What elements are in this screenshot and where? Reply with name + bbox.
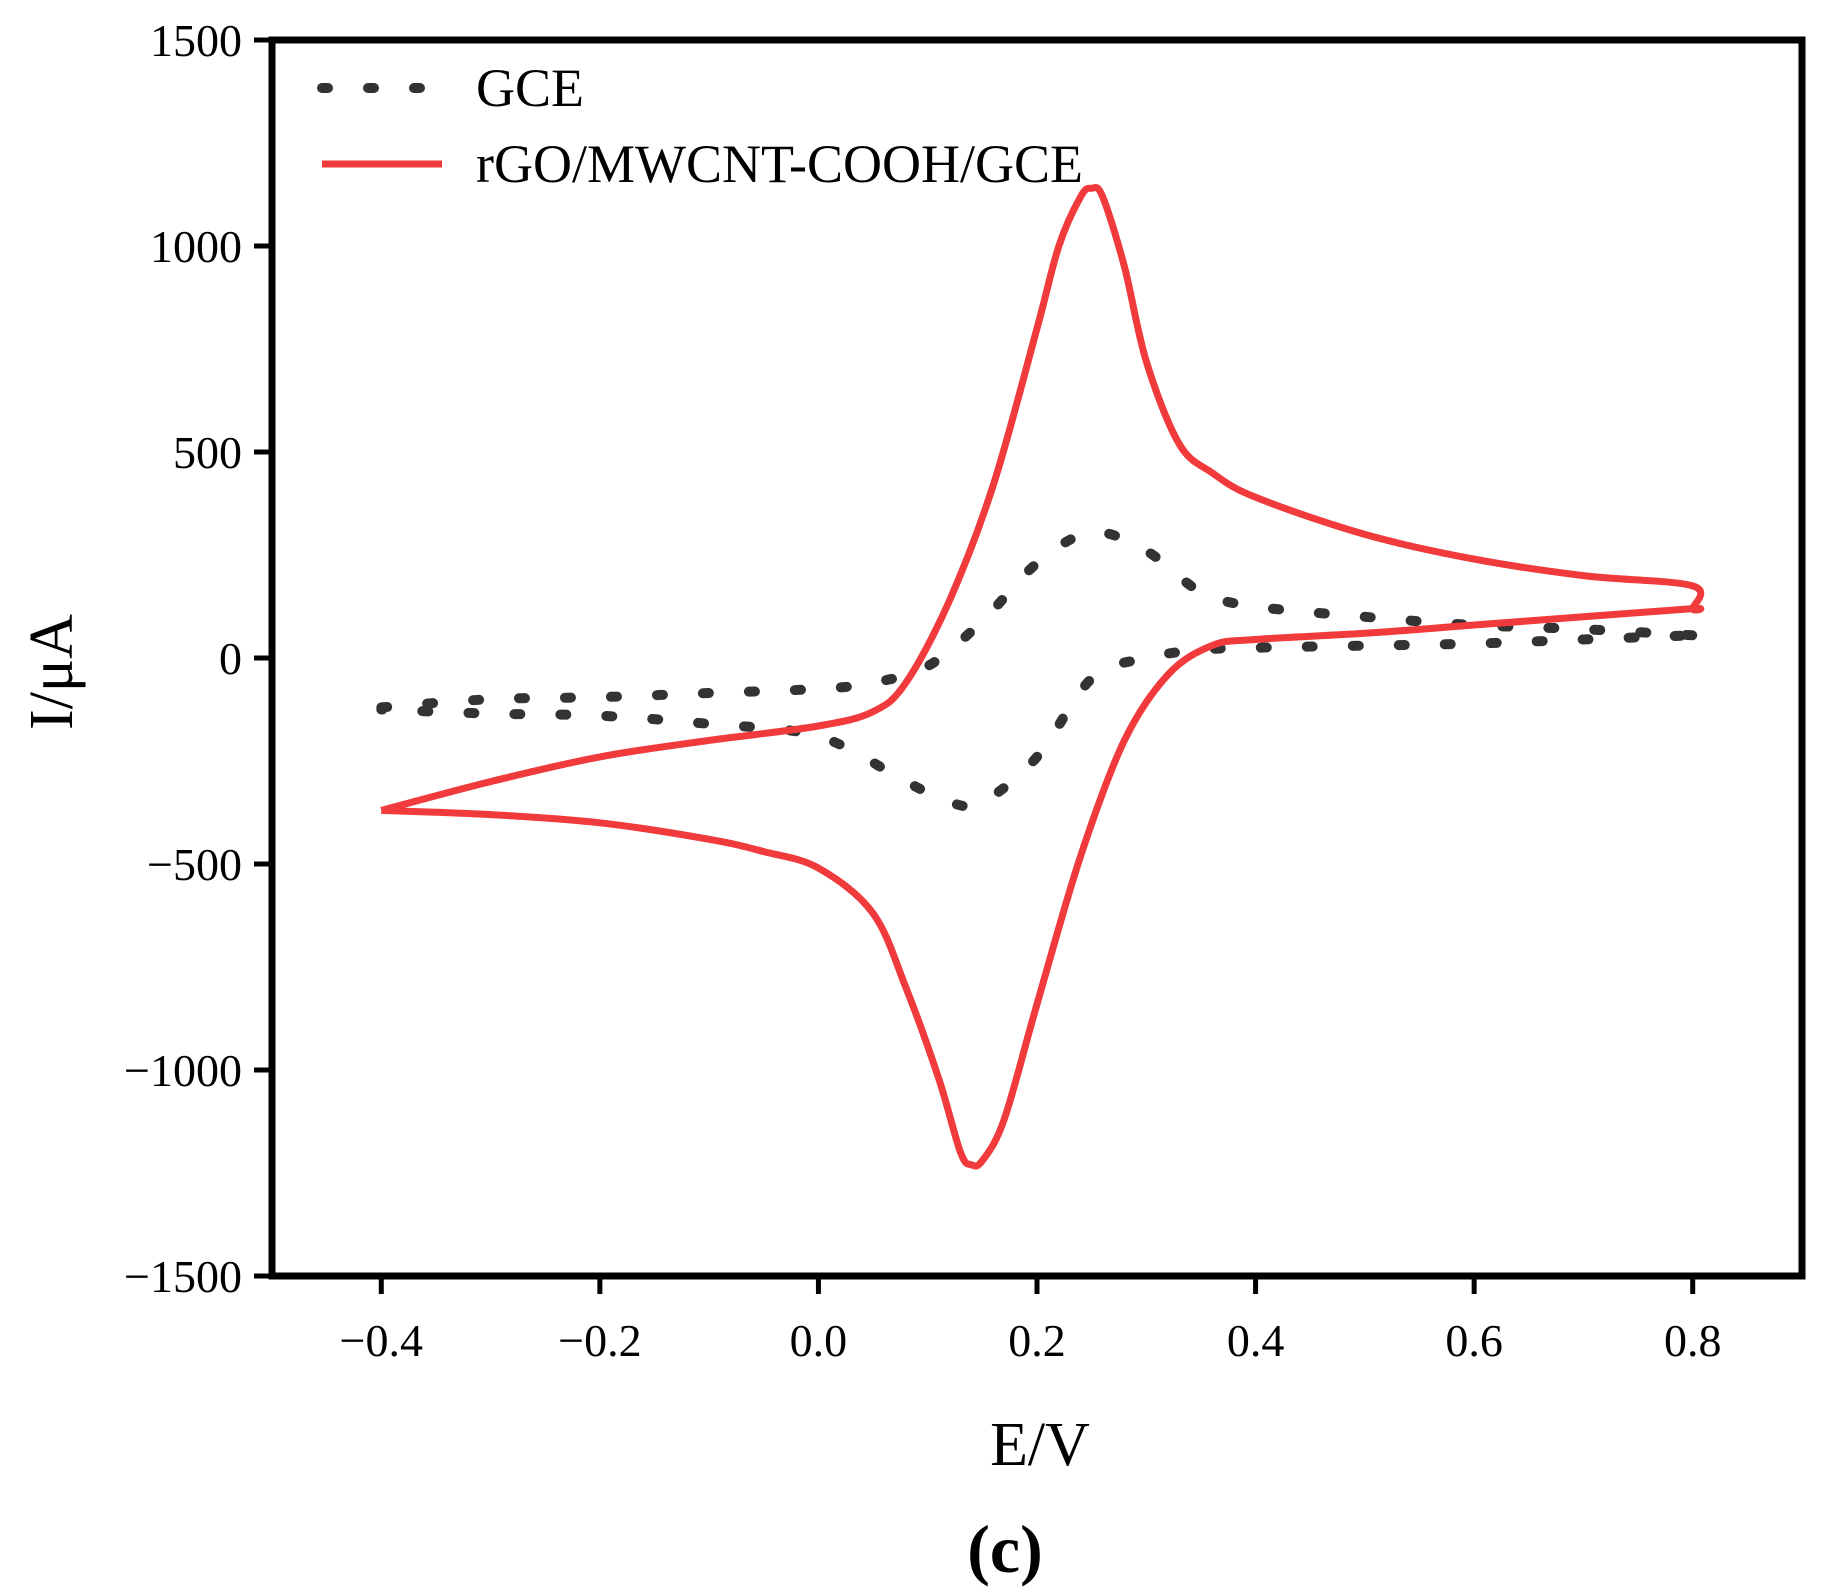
axes-layer: −0.4 −0.2 0.0 0.2 0.4 0.6 0.8 −1500 −1000 −500 0 50… [124,15,1721,1366]
legend-label: GCE [476,58,584,118]
x-tick-label: 0.4 [1227,1315,1285,1366]
y-tick-label: 500 [173,427,242,478]
series-layer [376,183,1712,1170]
x-tick-label: −0.4 [340,1315,423,1366]
y-tick-label: −1000 [124,1045,242,1096]
x-tick-label: 0.6 [1445,1315,1503,1366]
legend: GCE rGO/MWCNT-COOH/GCE [317,58,1083,194]
x-axis-title: E/V [990,1411,1090,1479]
x-tick-label: 0.0 [790,1315,848,1366]
x-tick-label: 0.2 [1008,1315,1066,1366]
x-tick-label: −0.2 [558,1315,641,1366]
y-tick-label: 1000 [150,221,242,272]
y-tick-label: 0 [219,633,242,684]
legend-label: rGO/MWCNT-COOH/GCE [476,134,1083,194]
series-line-gce [376,527,1712,812]
y-tick-label: −1500 [124,1251,242,1302]
plot-border [268,36,1806,1280]
series-line-rgo-mwcnt-cooh-gce [380,183,1705,1170]
y-axis-title: I/μA [18,614,86,730]
panel-label: (c) [967,1511,1042,1587]
y-tick-label: 1500 [150,15,242,66]
plot-frame [268,36,1806,1280]
x-tick-label: 0.8 [1664,1315,1722,1366]
y-tick-label: −500 [147,839,242,890]
